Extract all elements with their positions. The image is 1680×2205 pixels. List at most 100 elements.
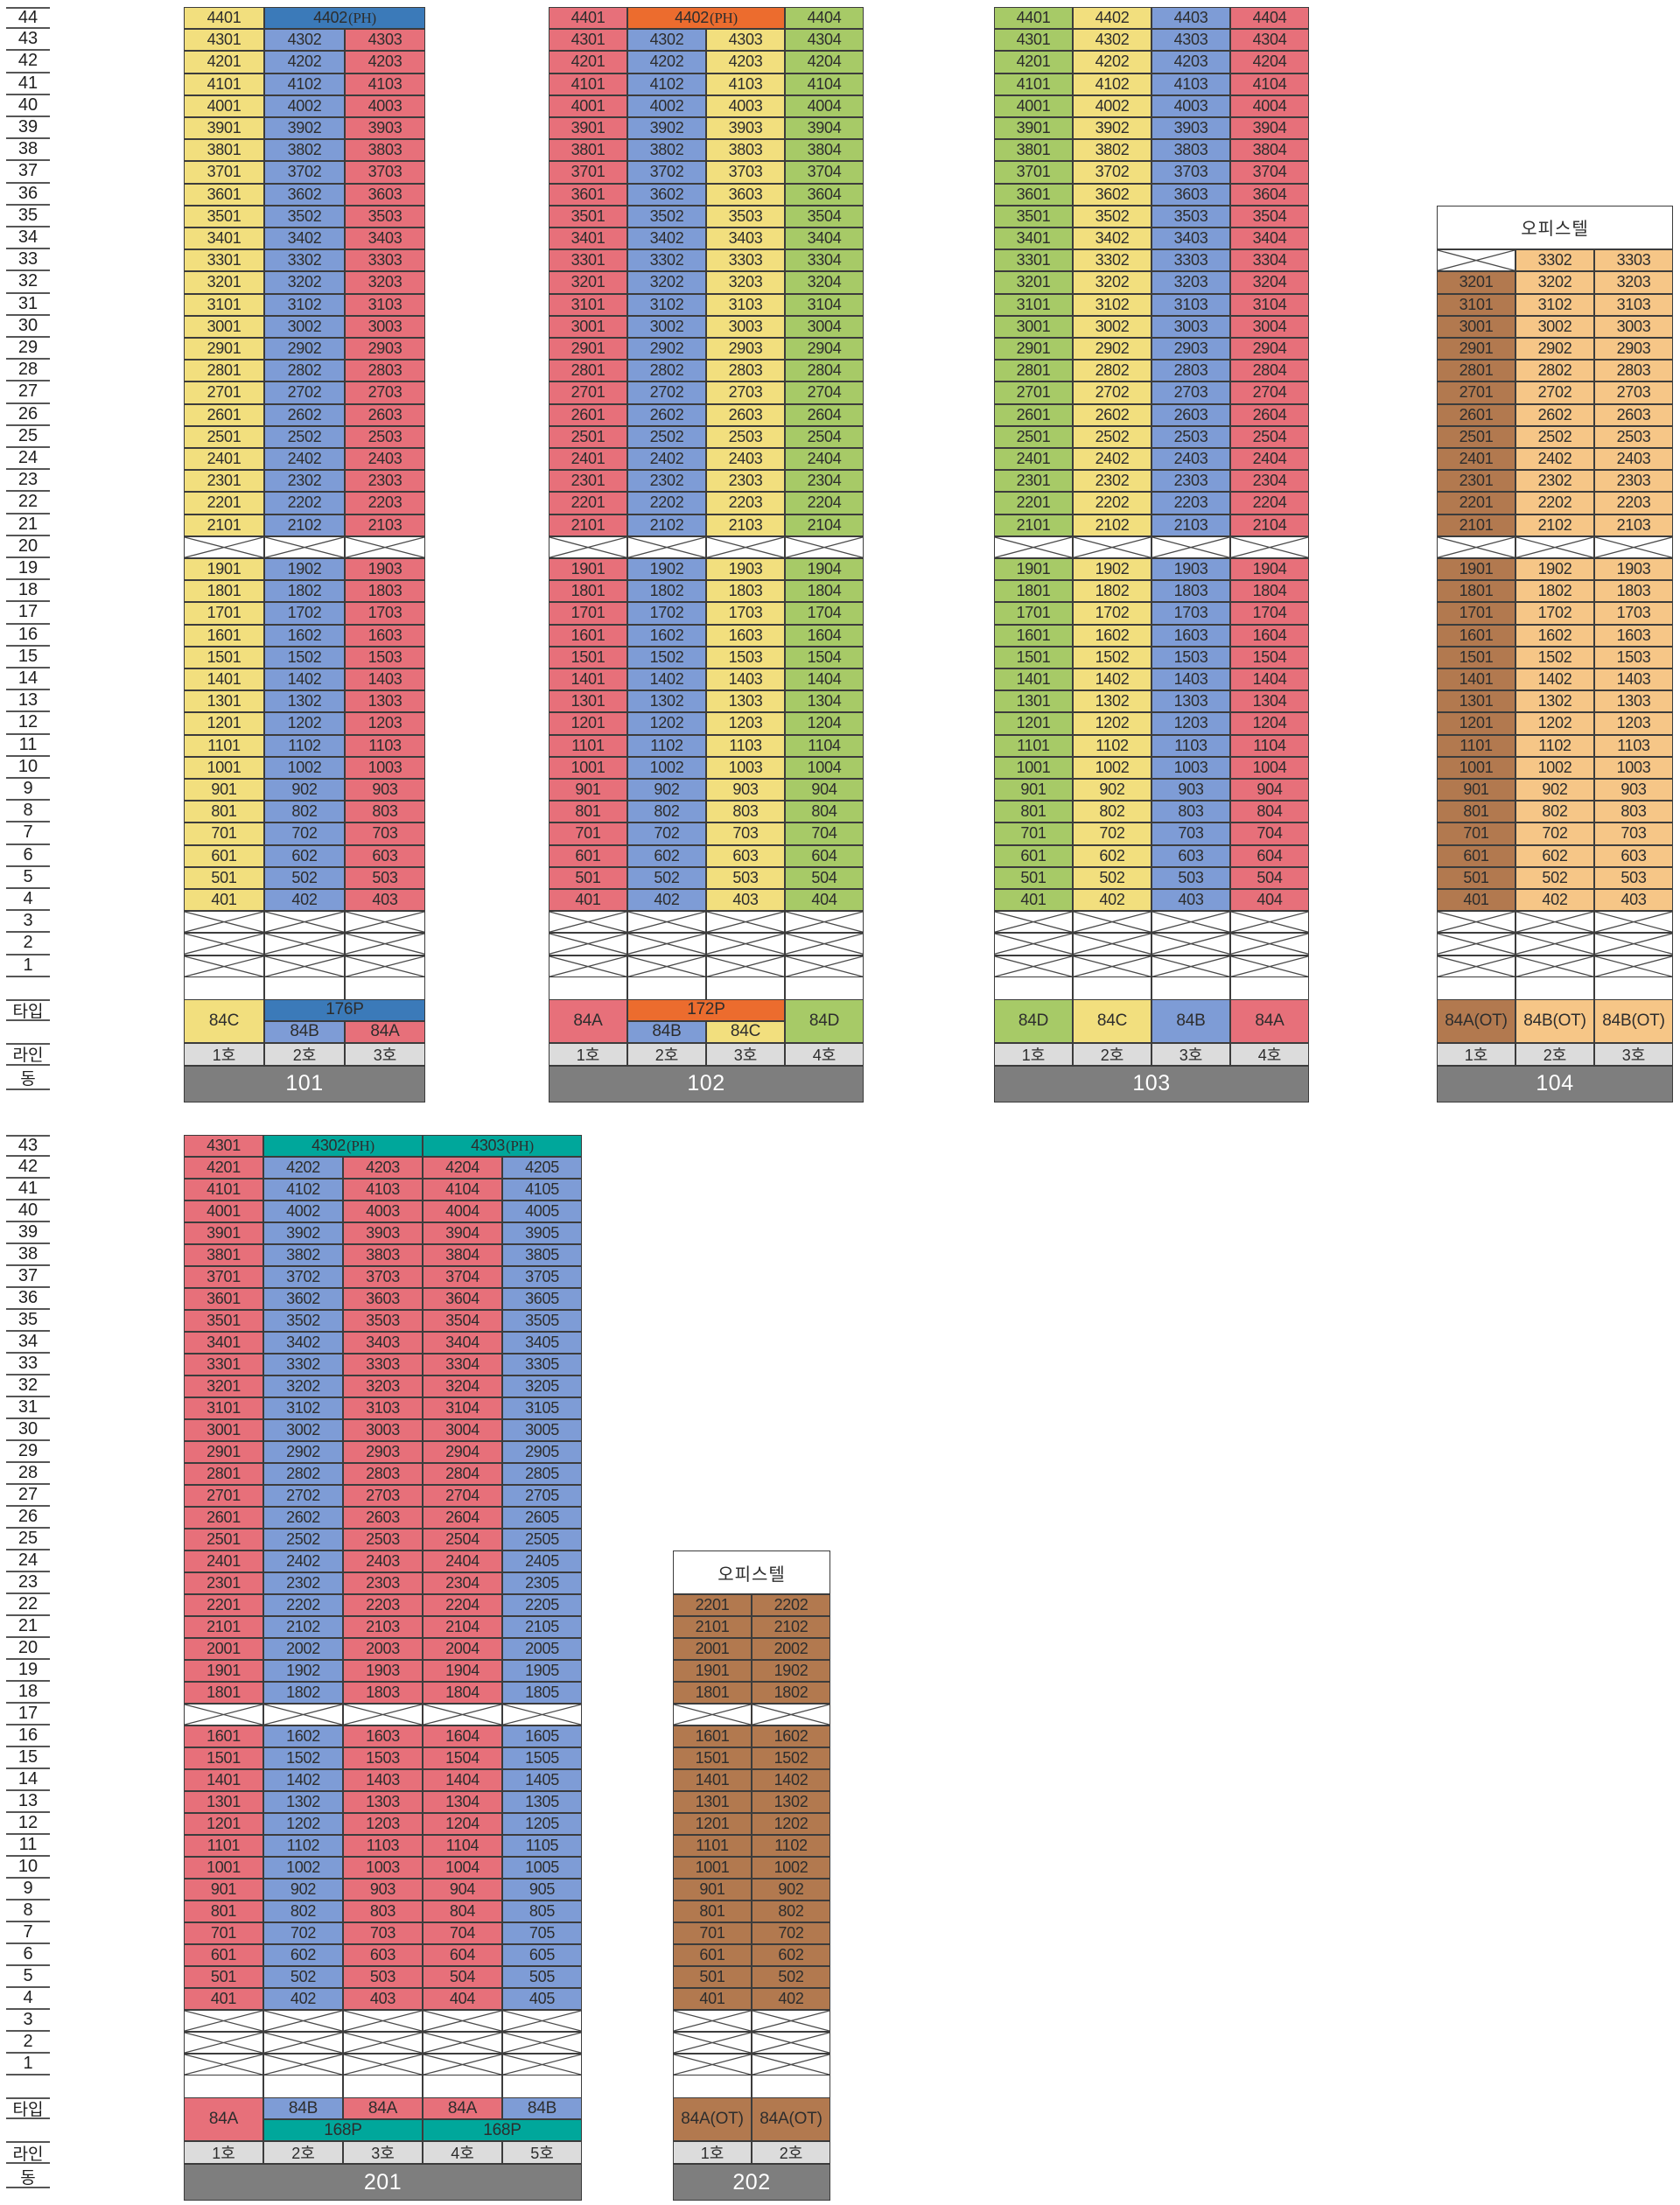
unit-number: 1801: [206, 1684, 241, 1701]
unit-cell: 501: [673, 1966, 752, 1988]
unit-cell: 2402: [264, 448, 345, 471]
floor-row: 2701 2702 2703 2704: [994, 382, 1309, 404]
unit-cell: 4004: [785, 94, 864, 117]
unit-cell: 3203: [1152, 271, 1230, 294]
unit-number: 2601: [570, 405, 606, 424]
unit-cell: 1904: [1230, 558, 1309, 581]
unit-number: 902: [291, 780, 318, 799]
unit-cell: 4102: [627, 73, 706, 95]
unit-cell: 701: [184, 1922, 263, 1944]
unit-cell: 401: [994, 889, 1073, 912]
unit-cell: 1302: [1073, 690, 1152, 713]
floor-label: 14: [6, 668, 50, 691]
unit-cell: 3603: [706, 183, 785, 206]
unit-cell: 403: [1152, 889, 1230, 912]
unit-number: 3001: [206, 317, 242, 335]
penthouse-suffix: (PH): [505, 1137, 534, 1154]
spacer-cell: [1152, 976, 1230, 999]
unit-cell: 2503: [345, 425, 425, 448]
floor-label: 33: [6, 249, 50, 272]
unit-number: 1103: [366, 1837, 400, 1854]
floor-row: 1601 1602: [673, 1726, 830, 1747]
unit-cell: 4301: [184, 29, 264, 52]
floor-row: 801 802 803 804: [994, 801, 1309, 823]
unit-cell: 3801: [184, 139, 264, 162]
unit-number: 1502: [1537, 648, 1572, 666]
unit-cell: 2901: [184, 338, 264, 360]
spacer-cell: [502, 2076, 582, 2097]
line-cell: 2호: [263, 2141, 343, 2164]
unit-cell: 2701: [549, 382, 627, 404]
unit-number: 1601: [695, 1727, 730, 1745]
unit-number: 2102: [286, 1618, 320, 1635]
floor-row: 4201 4202 4203: [184, 51, 425, 74]
unit-number: 4103: [728, 74, 763, 93]
unit-number: 1004: [445, 1858, 480, 1876]
unit-cell: 3403: [345, 228, 425, 250]
unit-number: 703: [1178, 824, 1204, 843]
unit-cell: 1002: [263, 1857, 343, 1879]
unit-cell: 3003: [1152, 315, 1230, 338]
floor-label: 36: [6, 1288, 50, 1310]
unit-number: 3003: [728, 317, 763, 335]
floor-row: 2401 2402 2403: [1437, 448, 1673, 471]
unit-cell: 1201: [184, 712, 264, 735]
unit-cell: 2202: [1516, 492, 1594, 514]
unit-cell: 1303: [345, 690, 425, 713]
unit-cell: 1602: [1516, 624, 1594, 647]
unit-number: 402: [778, 1990, 804, 2007]
unit-number: 703: [1620, 824, 1647, 843]
floor-row: 1401 1402 1403 1404: [994, 668, 1309, 691]
unit-number: 2105: [525, 1618, 559, 1635]
unit-number: 1004: [1252, 758, 1287, 776]
unit-cell: 504: [1230, 866, 1309, 889]
unit-number: 4202: [287, 52, 322, 71]
unit-cell: 4402: [1073, 7, 1152, 30]
unit-number: 605: [528, 1946, 556, 1964]
unit-cell: 402: [627, 889, 706, 912]
unit-number: 2805: [525, 1465, 559, 1482]
unit-cell: 2104: [423, 1616, 502, 1638]
unit-number: 503: [1620, 868, 1647, 886]
unit-cell: 702: [752, 1922, 830, 1944]
unit-number: 3303: [728, 251, 763, 270]
floor-row: 1501 1502 1503 1504: [994, 646, 1309, 668]
unit-cell: 2604: [785, 403, 864, 426]
unit-cell: 601: [549, 844, 627, 867]
unit-cell: 4303: [345, 29, 425, 52]
unit-cell: 1002: [752, 1857, 830, 1879]
unit-number: 3304: [1252, 251, 1287, 270]
unit-number: 704: [1256, 824, 1283, 843]
unit-cell: 702: [627, 822, 706, 845]
penthouse-suffix: (PH): [709, 9, 738, 26]
floor-row: [1437, 955, 1673, 977]
unit-cell: 2905: [502, 1441, 582, 1463]
unit-number: 1403: [1616, 670, 1651, 689]
unit-number: 1604: [1252, 626, 1287, 644]
unit-cell: 701: [994, 822, 1073, 845]
unit-cell: 2805: [502, 1463, 582, 1485]
floor-label: 34: [6, 1332, 50, 1354]
unit-cell: 1803: [343, 1682, 423, 1704]
floor-row: 4101 4102 4103 4104: [994, 73, 1309, 95]
unit-cell: 1804: [1230, 580, 1309, 603]
unit-cell: 2003: [343, 1638, 423, 1660]
unit-number: 804: [811, 802, 837, 821]
unit-cell: 602: [263, 1944, 343, 1966]
unit-cell: 803: [1152, 801, 1230, 823]
refuge-cell: [345, 955, 425, 977]
unit-number: 3003: [368, 317, 402, 335]
unit-number: 1803: [1173, 582, 1208, 600]
unit-number: 2103: [1173, 515, 1208, 534]
refuge-cell: [423, 2032, 502, 2054]
unit-cell: 2204: [785, 492, 864, 514]
unit-cell: 801: [673, 1900, 752, 1922]
unit-cell: 3604: [785, 183, 864, 206]
floor-row: 1201 1202: [673, 1813, 830, 1835]
unit-number: 2701: [570, 383, 606, 402]
unit-number: 701: [699, 1924, 725, 1942]
floor-row: [673, 2010, 830, 2032]
section-bottom: 43 42 41 40 39 38 37 36 35 34 33 32 31 30 29 28 27 26 25 24…: [0, 1135, 1680, 2201]
unit-cell: 503: [345, 866, 425, 889]
unit-cell: 2601: [184, 1507, 263, 1529]
